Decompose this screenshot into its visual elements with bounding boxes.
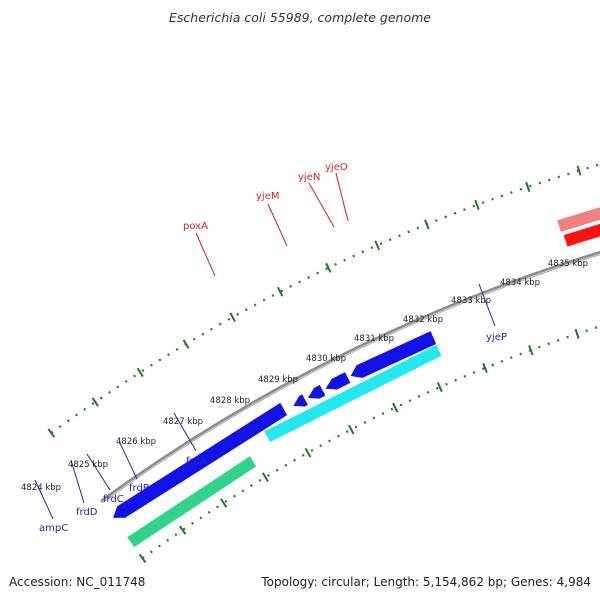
- scale-label-4834: 4834 kbp: [500, 278, 540, 288]
- outer-major-ticks: [47, 165, 582, 438]
- feature-poxA: [563, 223, 600, 247]
- feature-frdC: [307, 384, 326, 399]
- scale-label-4828: 4828 kbp: [210, 396, 250, 406]
- scale-label-4831: 4831 kbp: [354, 334, 394, 344]
- major-tick: [348, 424, 355, 435]
- major-tick: [574, 328, 580, 339]
- inner-major-ticks: [138, 328, 580, 563]
- leader-frdA: [173, 412, 197, 452]
- leader-ampC: [34, 479, 54, 520]
- gene-label-frdA: frdA: [186, 456, 207, 467]
- gene-label-frdD: frdD: [76, 507, 98, 518]
- major-tick: [374, 240, 381, 251]
- leader-frdC: [86, 453, 111, 491]
- major-tick: [436, 382, 443, 393]
- major-tick: [229, 312, 236, 323]
- gene-label-yjeO: yjeO: [325, 162, 348, 173]
- leader-yjeP: [478, 283, 496, 327]
- leader-yjeM: [267, 203, 288, 247]
- feature-cyan: [264, 344, 442, 442]
- scale-label-4827: 4827 kbp: [163, 417, 203, 427]
- gene-label-poxA: poxA: [183, 221, 208, 232]
- leader-frdD: [70, 459, 85, 504]
- leader-frdB: [118, 440, 138, 480]
- major-tick: [482, 362, 488, 373]
- scale-label-4835: 4835 kbp: [548, 259, 588, 269]
- major-tick: [304, 447, 312, 458]
- major-tick: [136, 367, 144, 378]
- gene-label-yjeP: yjeP: [486, 332, 507, 343]
- major-tick: [576, 165, 582, 176]
- gene-label-frdC: frdC: [103, 494, 124, 505]
- major-tick: [528, 345, 534, 356]
- major-tick: [261, 472, 269, 482]
- major-tick: [325, 262, 332, 273]
- scale-label-4833: 4833 kbp: [451, 296, 491, 306]
- gene-labels: poxA yjeM yjeN yjeO ampC frdD frdC frdB …: [34, 162, 507, 534]
- scale-label-4824: 4824 kbp: [21, 483, 61, 493]
- gene-label-yjeM: yjeM: [256, 191, 279, 202]
- genome-backbone: [100, 251, 600, 504]
- major-tick: [182, 339, 190, 349]
- scale-labels: 4824 kbp 4825 kbp 4826 kbp 4827 kbp 4828…: [21, 259, 588, 493]
- feature-rev-left: [113, 402, 288, 518]
- genome-backbone-highlight: [101, 253, 600, 503]
- genome-summary: Topology: circular; Length: 5,154,862 bp…: [260, 575, 591, 589]
- gene-label-frdB: frdB: [129, 483, 150, 494]
- scale-label-4830: 4830 kbp: [306, 354, 346, 364]
- accession-label: Accession: NC_011748: [9, 575, 145, 589]
- leader-yjeO: [335, 172, 349, 222]
- scale-label-4829: 4829 kbp: [258, 375, 298, 385]
- genome-title: Escherichia coli 55989, complete genome: [169, 10, 431, 25]
- gene-label-ampC: ampC: [39, 523, 68, 534]
- major-tick: [392, 402, 399, 413]
- feature-frdA: [350, 331, 437, 378]
- feature-teal: [127, 456, 257, 548]
- major-tick: [220, 498, 228, 508]
- major-tick: [474, 199, 480, 210]
- major-tick: [91, 397, 99, 407]
- major-tick: [138, 553, 147, 563]
- leader-poxA: [195, 232, 216, 277]
- inner-tick-ring: [141, 325, 600, 560]
- major-tick: [47, 428, 56, 438]
- gene-label-yjeN: yjeN: [298, 172, 320, 183]
- major-tick: [423, 219, 430, 230]
- gene-features: [113, 207, 600, 548]
- scale-label-4825: 4825 kbp: [68, 460, 108, 470]
- scale-label-4826: 4826 kbp: [116, 437, 156, 447]
- leader-yjeN: [308, 182, 335, 228]
- major-tick: [276, 286, 284, 297]
- major-tick: [525, 181, 531, 193]
- feature-frdB: [325, 372, 351, 390]
- feature-poxA-light: [557, 207, 600, 232]
- scale-label-4832: 4832 kbp: [403, 315, 443, 325]
- major-tick: [179, 525, 187, 535]
- feature-frdD: [293, 394, 308, 407]
